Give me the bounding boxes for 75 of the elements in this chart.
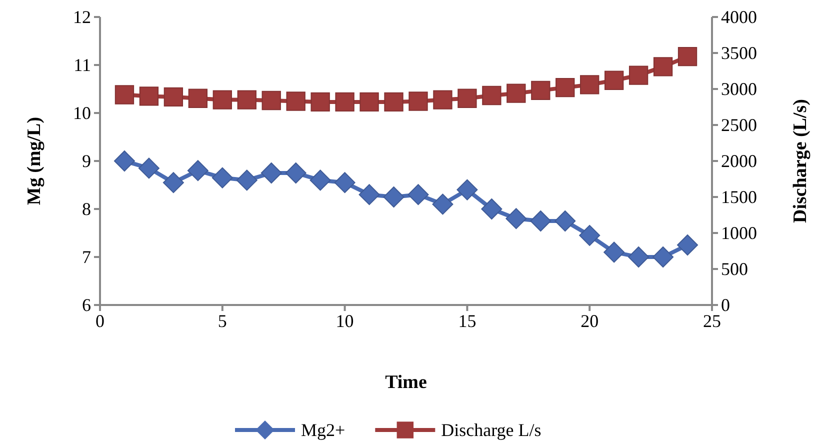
point [162, 172, 184, 194]
y-tick-label: 10 [73, 102, 91, 123]
y2-tick-label: 3500 [721, 42, 757, 63]
point [653, 57, 673, 76]
point [286, 92, 306, 111]
legend-label: Mg2+ [301, 420, 346, 440]
point [677, 234, 698, 256]
point [335, 92, 354, 112]
y-tick-label: 12 [73, 6, 91, 27]
point [481, 198, 502, 220]
point [458, 88, 477, 108]
point [579, 224, 600, 246]
point [114, 85, 134, 104]
point [433, 90, 452, 110]
x-tick-label: 15 [458, 310, 476, 331]
point [506, 208, 527, 230]
point [384, 92, 404, 112]
point [554, 210, 576, 232]
legend-label: Discharge L/s [441, 420, 542, 440]
x-tick-label: 5 [218, 310, 227, 331]
point [530, 210, 552, 232]
x-tick-label: 0 [96, 310, 104, 331]
point [262, 90, 281, 110]
point [310, 170, 331, 191]
x-tick-label: 10 [336, 310, 354, 331]
y-tick-label: 6 [82, 294, 91, 315]
point [482, 86, 502, 106]
y2-tick-label: 4000 [721, 6, 757, 27]
point [408, 92, 428, 111]
point [604, 242, 625, 263]
point [237, 90, 256, 110]
point [236, 170, 258, 191]
point [360, 92, 379, 112]
point [628, 66, 648, 85]
point [628, 246, 650, 268]
y2-axis-title: Discharge (L/s) [790, 98, 811, 224]
point [383, 186, 404, 208]
y2-tick-label: 2000 [721, 150, 757, 171]
y-axis-title: Mg (mg/L) [24, 116, 45, 206]
point [408, 184, 429, 206]
point [212, 90, 232, 110]
point [139, 86, 159, 106]
point [188, 88, 208, 108]
point [432, 194, 454, 215]
y-tick-label: 9 [82, 150, 91, 171]
y2-tick-label: 3000 [721, 78, 757, 99]
y-tick-label: 11 [74, 54, 91, 75]
point [531, 80, 550, 100]
point [260, 162, 282, 184]
x-tick-label: 20 [580, 310, 599, 331]
point [334, 172, 356, 194]
point [138, 158, 160, 179]
point [456, 179, 478, 200]
point [652, 246, 674, 268]
y2-tick-label: 2500 [721, 114, 757, 135]
y2-tick-label: 0 [721, 294, 730, 315]
point [285, 162, 306, 184]
point [678, 47, 698, 66]
y2-tick-label: 1500 [721, 186, 757, 207]
x-axis-title: Time [385, 372, 427, 393]
y2-tick-label: 1000 [721, 222, 757, 243]
point [556, 78, 575, 98]
point [187, 160, 208, 182]
point [164, 87, 184, 107]
point [358, 184, 380, 206]
y2-tick-label: 500 [721, 258, 748, 279]
point [580, 75, 600, 94]
point [506, 84, 526, 103]
point [114, 150, 135, 172]
point [604, 70, 624, 90]
point [310, 92, 330, 112]
y-tick-label: 8 [82, 198, 91, 219]
point [212, 167, 233, 188]
y-tick-label: 7 [82, 246, 91, 267]
x-tick-label: 25 [703, 310, 721, 331]
